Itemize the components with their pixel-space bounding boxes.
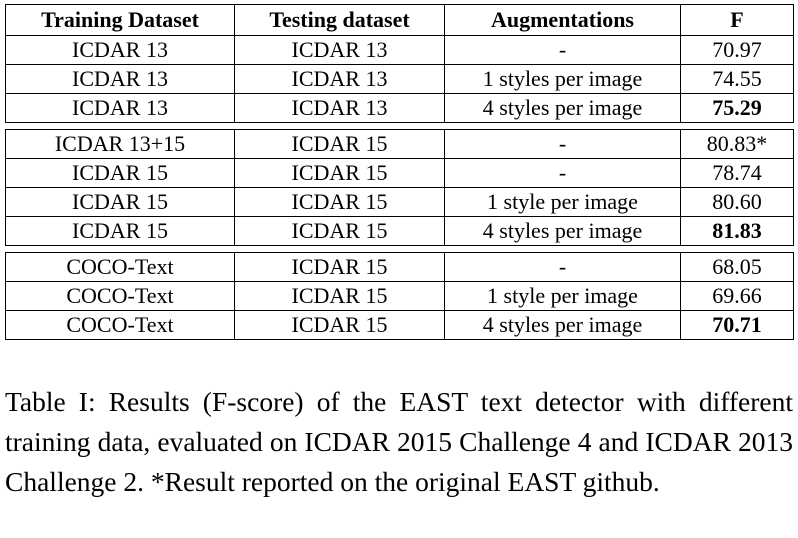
cell-f-score: 81.83 [680,216,794,246]
header-f-score: F [680,4,794,36]
cell-training-dataset: ICDAR 15 [5,216,235,246]
table-row: ICDAR 15 ICDAR 15-78.74 [5,158,794,188]
cell-testing-dataset: ICDAR 15 [234,129,445,159]
table-body: ICDAR 13 ICDAR 13-70.97 ICDAR 13 ICDAR 13 1 … [5,35,794,340]
cell-augmentations: - [444,252,681,282]
cell-testing-dataset: ICDAR 15 [234,216,445,246]
group-separator [5,245,794,253]
header-testing-dataset: Testing dataset [234,4,445,36]
cell-augmentations: 4 styles per image [444,93,681,123]
cell-training-dataset: ICDAR 13+15 [5,129,235,159]
cell-training-dataset: ICDAR 15 [5,158,235,188]
cell-f-score: 80.60 [680,187,794,217]
group-separator-cell [5,122,794,130]
cell-testing-dataset: ICDAR 15 [234,281,445,311]
cell-f-score: 69.66 [680,281,794,311]
cell-f-score: 78.74 [680,158,794,188]
cell-training-dataset: ICDAR 13 [5,64,235,94]
group-separator-cell [5,245,794,253]
table-row: ICDAR 13 ICDAR 13-70.97 [5,35,794,65]
cell-f-score: 80.83* [680,129,794,159]
cell-augmentations: 4 styles per image [444,216,681,246]
header-augmentations: Augmentations [444,4,681,36]
cell-augmentations: 1 style per image [444,281,681,311]
cell-training-dataset: ICDAR 13 [5,35,235,65]
cell-augmentations: 4 styles per image [444,310,681,340]
table-caption: Table I: Results (F-score) of the EAST t… [5,386,793,497]
cell-augmentations: - [444,129,681,159]
cell-training-dataset: COCO-Text [5,310,235,340]
cell-f-score: 70.97 [680,35,794,65]
cell-f-score: 68.05 [680,252,794,282]
cell-augmentations: - [444,35,681,65]
cell-testing-dataset: ICDAR 13 [234,35,445,65]
cell-f-score: 70.71 [680,310,794,340]
cell-augmentations: - [444,158,681,188]
cell-testing-dataset: ICDAR 15 [234,252,445,282]
cell-augmentations: 1 style per image [444,187,681,217]
header-training-dataset: Training Dataset [5,4,235,36]
table-row: ICDAR 13+15 ICDAR 15-80.83* [5,129,794,159]
table-row: ICDAR 15 ICDAR 15 4 styles per image 81.83 [5,216,794,246]
table-row: ICDAR 13 ICDAR 13 1 styles per image 74.55 [5,64,794,94]
cell-f-score: 75.29 [680,93,794,123]
cell-training-dataset: ICDAR 13 [5,93,235,123]
header-row: Training Dataset Testing dataset Augment… [5,4,794,36]
table-row: ICDAR 15 ICDAR 15 1 style per image 80.60 [5,187,794,217]
cell-testing-dataset: ICDAR 15 [234,310,445,340]
table-row: COCO-Text ICDAR 15 1 style per image 69.66 [5,281,794,311]
cell-training-dataset: COCO-Text [5,252,235,282]
table-row: COCO-Text ICDAR 15-68.05 [5,252,794,282]
cell-augmentations: 1 styles per image [444,64,681,94]
group-separator [5,122,794,130]
table-row: COCO-Text ICDAR 15 4 styles per image 70.71 [5,310,794,340]
cell-testing-dataset: ICDAR 15 [234,158,445,188]
cell-testing-dataset: ICDAR 13 [234,93,445,123]
cell-testing-dataset: ICDAR 15 [234,187,445,217]
table-row: ICDAR 13 ICDAR 13 4 styles per image 75.29 [5,93,794,123]
cell-training-dataset: COCO-Text [5,281,235,311]
cell-training-dataset: ICDAR 15 [5,187,235,217]
cell-f-score: 74.55 [680,64,794,94]
cell-testing-dataset: ICDAR 13 [234,64,445,94]
results-table: Training Dataset Testing dataset Augment… [5,4,794,340]
